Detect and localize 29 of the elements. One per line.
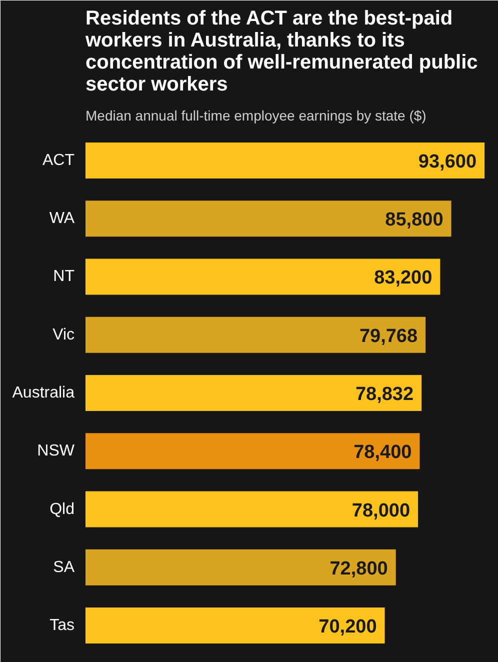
data-label: 79,768 [359,326,418,347]
data-label: 72,800 [330,558,388,580]
bar [86,433,420,470]
data-label: 78,000 [352,500,410,522]
data-label: 78,832 [355,384,414,405]
y-tick-label: Vic [52,326,74,344]
chart-subtitle: Median annual full-time employee earnings by state ($) [86,108,426,124]
bar [86,258,440,295]
bar [86,549,396,586]
data-label: 83,200 [374,268,432,289]
y-tick-label: WA [49,210,75,228]
bar [86,316,426,353]
chart-title: Residents of the ACT are the best-paid workers in Australia, thanks to its concentration of well-remunerated public sector workers [84,8,478,96]
data-label: 85,800 [385,210,444,231]
data-label: 78,400 [354,442,412,464]
y-tick-label: NT [53,268,75,286]
y-tick-label: SA [53,558,75,576]
data-label: 70,200 [318,616,377,638]
bar [86,200,452,237]
bar [86,374,422,412]
y-tick-label: NSW [37,442,76,460]
y-tick-label: ACT [42,152,75,169]
y-tick-label: Australia [12,384,75,402]
y-tick-label: Qld [50,500,75,518]
data-label: 93,600 [418,151,477,172]
bar [86,491,418,528]
y-tick-label: Tas [50,617,75,634]
bar [86,142,485,178]
bar [86,608,385,644]
